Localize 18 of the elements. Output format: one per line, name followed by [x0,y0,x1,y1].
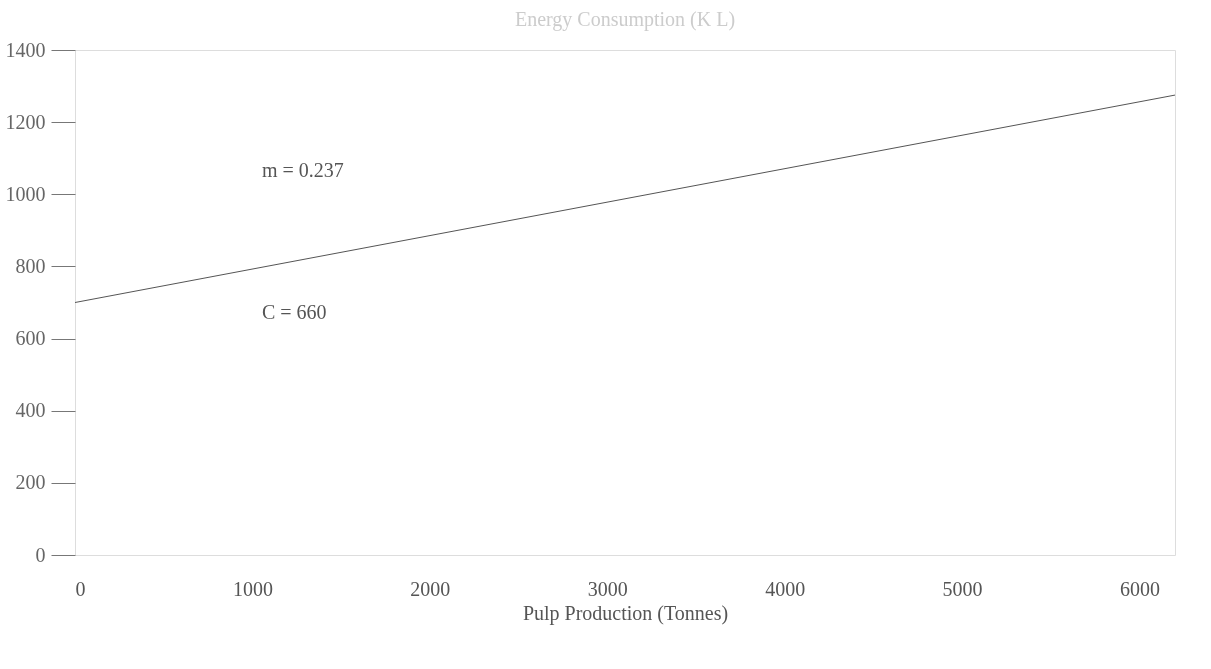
y-tick-label: 1400 [5,38,46,61]
x-tick-label: 2000 [410,577,451,600]
y-tick-label: 0 [35,543,46,566]
x-tick-label: 5000 [942,577,983,600]
x-axis-title: Pulp Production (Tonnes) [522,601,729,625]
annotation: C = 660 [262,300,327,323]
y-tick-label: 1200 [5,110,46,133]
x-tick-label: 6000 [1120,577,1161,600]
y-tick-label: 400 [15,399,46,422]
x-tick-label: 4000 [765,577,806,600]
y-tick-label: 200 [15,471,46,494]
x-tick-label: 3000 [587,577,628,600]
y-tick-label: 800 [15,254,46,277]
x-tick-label: 1000 [232,577,273,600]
x-tick-label: 0 [75,577,86,600]
annotation: m = 0.237 [262,159,344,182]
y-tick-label: 1000 [5,182,46,205]
y-tick-label: 600 [15,327,46,350]
